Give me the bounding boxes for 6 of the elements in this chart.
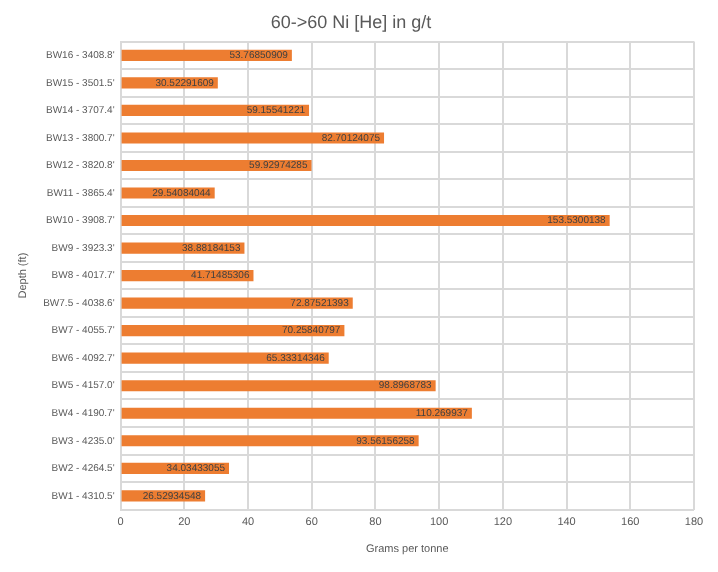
bar — [121, 214, 610, 227]
bar — [121, 407, 472, 419]
bar — [121, 380, 436, 392]
bar — [121, 132, 385, 144]
chart-title: 60->60 Ni [He] in g/t — [270, 11, 433, 32]
bar — [121, 435, 419, 447]
